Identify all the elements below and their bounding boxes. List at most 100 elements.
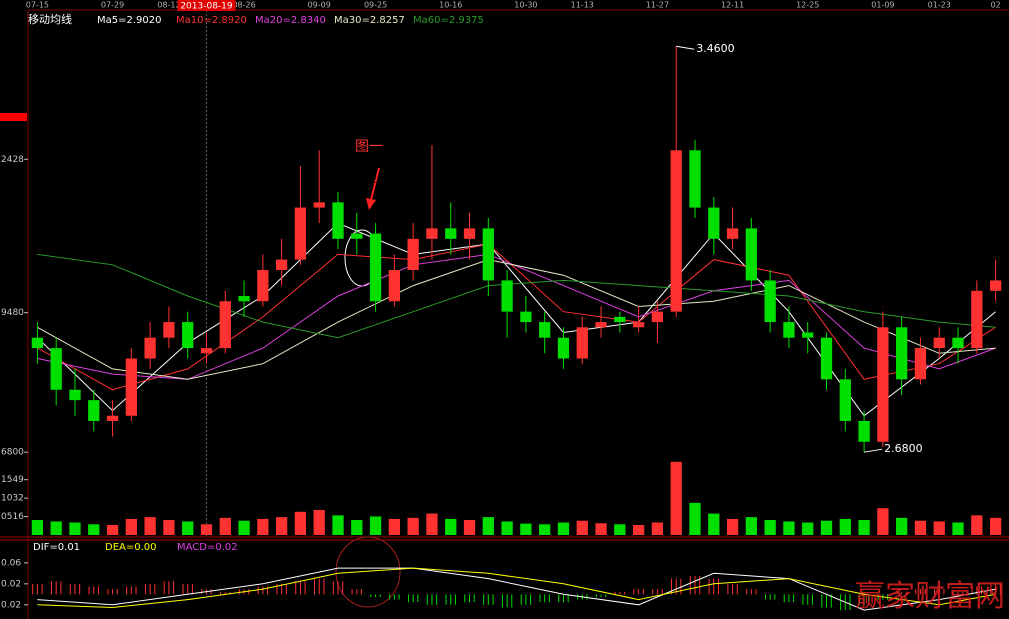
price-marker	[0, 113, 27, 121]
candle-body	[877, 327, 889, 442]
candle-body	[50, 348, 62, 390]
y-tick-label: 9480	[1, 308, 24, 318]
candle-body	[257, 270, 269, 302]
ma-line	[37, 222, 996, 417]
candle-body	[520, 311, 532, 323]
candle-body	[463, 228, 476, 239]
volume-bar	[69, 522, 81, 535]
volume-bar	[651, 522, 664, 535]
note-arrow	[370, 167, 380, 201]
volume-bar	[200, 524, 213, 535]
volume-bar	[31, 520, 44, 535]
x-tick-label: 10-30	[514, 1, 537, 10]
volume-bar	[576, 520, 588, 535]
legend-entry: Ma5=2.9020	[97, 15, 162, 26]
candle-body	[219, 301, 231, 349]
volume-bar	[294, 511, 307, 535]
volume-bar	[614, 524, 626, 535]
volume-bar	[745, 517, 757, 535]
candle-body	[576, 327, 588, 359]
volume-bar	[952, 522, 964, 535]
volume-bar	[989, 517, 1002, 535]
candle-body	[294, 207, 307, 260]
volume-bar	[858, 520, 870, 535]
volume-bar	[820, 520, 833, 535]
candle-body	[595, 322, 607, 328]
x-tick-label: 11-13	[571, 1, 594, 10]
candle-body	[144, 337, 156, 359]
volume-bar	[632, 525, 645, 535]
candle-body	[632, 322, 645, 328]
volume-bar	[726, 518, 739, 535]
volume-bar	[369, 516, 382, 535]
x-tick-label: 02	[991, 1, 1001, 10]
candle-body	[651, 311, 664, 323]
legend-entry: DEA=0.00	[105, 542, 157, 553]
x-tick-label: 08-12	[157, 1, 180, 10]
volume-bar	[125, 518, 137, 535]
volume-bar	[896, 517, 908, 535]
ma-line	[37, 259, 996, 380]
x-tick-label: 12-11	[721, 1, 744, 10]
candle-body	[125, 358, 137, 416]
candle-body	[858, 420, 870, 442]
annotation-leader	[864, 448, 883, 453]
candle-body	[238, 296, 250, 302]
candle-body	[332, 202, 344, 239]
macd-line	[37, 567, 996, 609]
chart-title: 移动均线	[28, 12, 72, 26]
y-tick-label: 6800	[1, 448, 24, 458]
volume-bar	[482, 517, 494, 535]
volume-bar	[595, 523, 607, 535]
volume-bar	[764, 520, 776, 535]
candle-body	[106, 415, 119, 421]
candle-body	[952, 337, 964, 349]
legend-entry: Ma60=2.9375	[413, 15, 484, 26]
candle-body	[614, 316, 626, 323]
candle-body	[557, 337, 570, 359]
candle-body	[200, 348, 213, 354]
volume-bar	[520, 523, 532, 535]
legend-entry: Ma10=2.8920	[176, 15, 247, 26]
cursor-label: 2013-08-19	[180, 2, 233, 12]
candle-body	[670, 150, 682, 312]
candle-body	[31, 337, 44, 349]
y-tick-label: 0.02	[1, 579, 21, 589]
volume-bar	[689, 502, 701, 535]
candle-body	[313, 202, 325, 208]
candle-body	[182, 322, 194, 349]
volume-bar	[708, 513, 720, 535]
volume-bar	[501, 521, 513, 535]
candle-body	[745, 228, 757, 281]
candle-body	[839, 379, 851, 421]
volume-bar	[50, 521, 62, 535]
candle-body	[445, 228, 457, 239]
candle-body	[407, 238, 419, 271]
candle-body	[802, 332, 814, 338]
annotation-note: 图一	[355, 139, 383, 155]
volume-bar	[783, 521, 795, 535]
legend-entry: DIF=0.01	[33, 542, 80, 553]
y-tick-label: 2428	[1, 155, 24, 165]
y-tick-label: 0.02	[1, 600, 21, 610]
ma-line	[37, 243, 996, 391]
candle-body	[820, 337, 833, 380]
volume-bar	[971, 515, 983, 535]
volume-bar	[313, 510, 325, 535]
candle-body	[388, 270, 401, 302]
candle-body	[708, 207, 720, 239]
candle-body	[276, 259, 288, 271]
cursor-box	[177, 0, 236, 11]
x-tick-label: 01-09	[871, 1, 894, 10]
volume-bar	[426, 513, 438, 535]
volume-bar	[88, 524, 100, 535]
volume-bar	[463, 520, 476, 535]
x-tick-label: 10-16	[439, 1, 462, 10]
x-tick-label: 08-26	[232, 1, 255, 10]
x-tick-label: 07-29	[101, 1, 124, 10]
candle-body	[689, 150, 701, 208]
candle-body	[501, 280, 513, 312]
ma-line	[37, 253, 996, 380]
volume-bar	[557, 522, 570, 535]
candle-body	[933, 337, 945, 349]
